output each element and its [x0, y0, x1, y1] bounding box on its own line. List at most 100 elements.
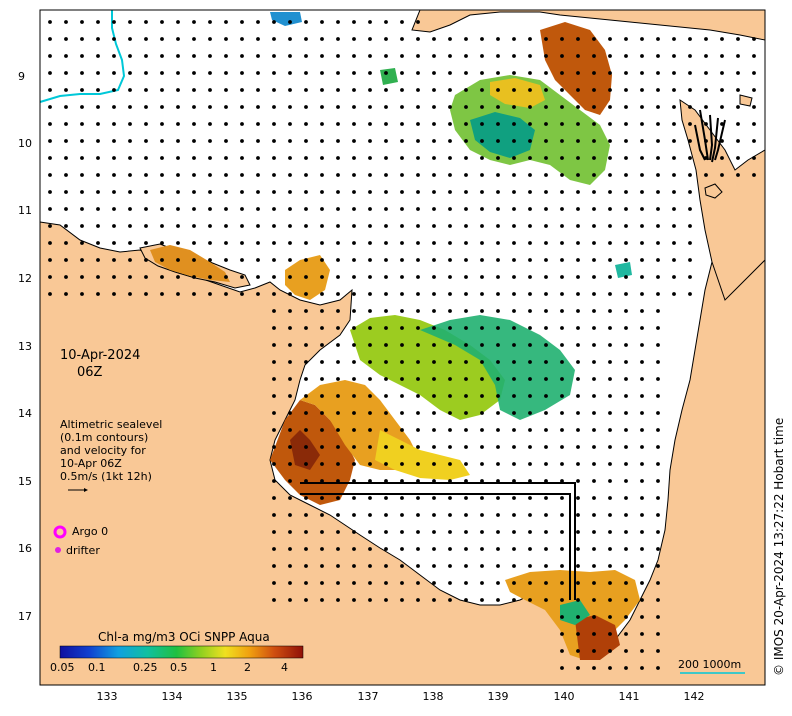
date-label: 10-Apr-2024 [60, 348, 141, 363]
velocity-arrow [304, 377, 308, 381]
velocity-arrow [512, 377, 516, 381]
velocity-arrow [752, 122, 756, 126]
velocity-arrow [304, 173, 308, 177]
velocity-arrow [448, 88, 452, 92]
velocity-arrow [272, 122, 276, 126]
velocity-arrow [576, 207, 580, 211]
velocity-arrow [384, 190, 388, 194]
velocity-arrow [272, 207, 276, 211]
velocity-arrow [352, 105, 356, 109]
velocity-arrow [464, 428, 468, 432]
velocity-arrow [272, 54, 276, 58]
velocity-arrow [304, 360, 308, 364]
velocity-arrow [624, 207, 628, 211]
velocity-arrow [64, 122, 68, 126]
velocity-arrow [448, 156, 452, 160]
velocity-arrow [432, 513, 436, 517]
velocity-arrow [640, 564, 644, 568]
velocity-arrow [528, 71, 532, 75]
velocity-arrow [656, 360, 660, 364]
velocity-arrow [368, 241, 372, 245]
velocity-arrow [160, 139, 164, 143]
velocity-arrow [592, 326, 596, 330]
velocity-arrow [448, 173, 452, 177]
velocity-arrow [512, 343, 516, 347]
velocity-arrow [640, 581, 644, 585]
velocity-arrow [640, 37, 644, 41]
velocity-arrow [352, 411, 356, 415]
velocity-arrow [336, 479, 340, 483]
velocity-arrow [560, 530, 564, 534]
velocity-arrow [544, 71, 548, 75]
velocity-arrow [544, 411, 548, 415]
velocity-arrow [416, 530, 420, 534]
velocity-arrow [448, 547, 452, 551]
velocity-arrow [464, 581, 468, 585]
velocity-arrow [640, 615, 644, 619]
velocity-arrow [352, 173, 356, 177]
velocity-arrow [544, 122, 548, 126]
velocity-arrow [272, 581, 276, 585]
velocity-arrow [576, 530, 580, 534]
velocity-arrow [576, 309, 580, 313]
velocity-arrow [416, 275, 420, 279]
velocity-arrow [368, 343, 372, 347]
velocity-scale-arrowhead [84, 488, 88, 492]
velocity-arrow [448, 445, 452, 449]
velocity-arrow [352, 394, 356, 398]
velocity-arrow [464, 564, 468, 568]
velocity-arrow [480, 564, 484, 568]
velocity-arrow [112, 207, 116, 211]
lon-tick: 138 [422, 690, 444, 703]
velocity-arrow [208, 71, 212, 75]
velocity-arrow [80, 275, 84, 279]
velocity-arrow [352, 37, 356, 41]
velocity-arrow [272, 156, 276, 160]
velocity-arrow [464, 377, 468, 381]
velocity-arrow [304, 88, 308, 92]
velocity-arrow [560, 428, 564, 432]
velocity-arrow [272, 411, 276, 415]
velocity-arrow [560, 649, 564, 653]
velocity-arrow [368, 513, 372, 517]
velocity-arrow [464, 241, 468, 245]
velocity-arrow [688, 156, 692, 160]
velocity-arrow [704, 122, 708, 126]
velocity-arrow [304, 258, 308, 262]
velocity-arrow [400, 105, 404, 109]
velocity-arrow [464, 207, 468, 211]
velocity-arrow [144, 88, 148, 92]
velocity-arrow [208, 275, 212, 279]
velocity-arrow [464, 37, 468, 41]
velocity-arrow [352, 88, 356, 92]
velocity-arrow [192, 241, 196, 245]
velocity-arrow [544, 496, 548, 500]
lat-tick: 16 [18, 542, 32, 555]
velocity-arrow [448, 394, 452, 398]
velocity-arrow [224, 241, 228, 245]
velocity-arrow [352, 190, 356, 194]
velocity-arrow [544, 360, 548, 364]
velocity-arrow [336, 275, 340, 279]
velocity-arrow [192, 292, 196, 296]
velocity-arrow [576, 581, 580, 585]
velocity-arrow [496, 530, 500, 534]
velocity-arrow [720, 88, 724, 92]
velocity-arrow [560, 309, 564, 313]
velocity-arrow [672, 105, 676, 109]
velocity-arrow [432, 190, 436, 194]
velocity-arrow [288, 224, 292, 228]
velocity-arrow [496, 445, 500, 449]
colorbar-tick: 0.5 [170, 661, 188, 674]
velocity-arrow [256, 258, 260, 262]
velocity-arrow [448, 122, 452, 126]
velocity-arrow [448, 292, 452, 296]
velocity-arrow [256, 275, 260, 279]
velocity-arrow [320, 513, 324, 517]
velocity-arrow [528, 496, 532, 500]
velocity-arrow [592, 615, 596, 619]
velocity-arrow [608, 258, 612, 262]
velocity-arrow [736, 37, 740, 41]
velocity-arrow [416, 190, 420, 194]
velocity-arrow [448, 309, 452, 313]
